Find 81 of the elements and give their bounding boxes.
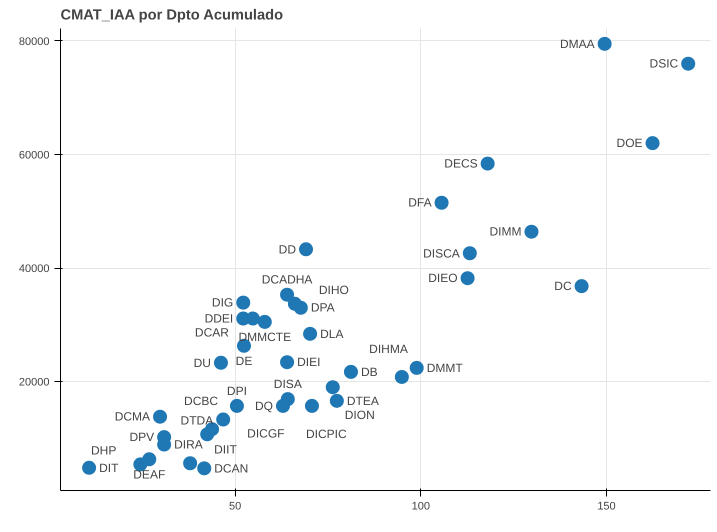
annotation: DIEI [297,355,320,370]
point [82,460,96,475]
point [280,392,295,406]
point [330,394,344,408]
point [294,300,308,315]
x-tick-label: 150 [597,500,616,512]
point [598,36,612,51]
annotation: DB [360,364,378,379]
annotation: DPV [129,430,154,444]
point [200,427,214,442]
annotation: DSIC [650,56,679,71]
annotation: DDEI [204,312,234,326]
annotation: DIMM [489,224,522,239]
annotation: DMAA [560,36,595,51]
point [303,326,318,341]
point [142,452,156,466]
annotation: DISCA [423,246,460,260]
point [258,314,272,329]
annotation: DC [554,279,572,294]
annotation: DE [236,354,252,368]
point [304,398,319,413]
annotation: DICGF [247,426,285,441]
x-tick-label: 50 [228,500,242,512]
point [681,56,696,71]
point [646,136,660,150]
point [434,196,449,210]
y-tick-label: 40000 [18,263,50,276]
annotation: DLA [320,326,344,341]
annotation: DMMT [426,360,464,375]
annotation: DICPIC [306,426,347,441]
annotation: DISA [274,377,302,392]
annotation: DIG [212,296,234,310]
annotation: DEAF [133,467,166,482]
annotation: DCAR [194,326,230,340]
annotation: DECS [444,156,478,171]
point [462,246,477,260]
point [183,456,198,470]
point [460,271,475,286]
annotation: DHP [91,443,116,458]
y-tick-label: 60000 [18,150,50,162]
y-tick-label: 20000 [18,376,50,389]
point [214,356,228,370]
point [280,288,294,302]
point [524,224,538,239]
point [574,279,589,294]
annotation: DIHMA [369,342,408,356]
annotation: DMMCTE [238,330,292,344]
annotation: DCAN [214,461,248,476]
annotation: DCADHA [262,272,312,287]
point [344,364,358,379]
chart-title: CMAT_IAA por Dpto Acumulado [60,8,284,24]
point [299,242,314,256]
annotation: DPA [310,300,335,315]
point [280,355,294,370]
annotation: DIT [99,460,120,475]
annotation: DFA [408,196,432,210]
annotation: DQ [254,398,273,413]
point [236,296,250,310]
point [216,412,230,427]
annotation: DOE [616,136,643,150]
annotation: DIHO [318,282,349,297]
annotation: DCBC [184,394,218,408]
annotation: DIIT [214,442,238,456]
point [326,380,340,394]
annotation: DIRA [174,438,203,452]
annotation: DIEO [428,271,458,286]
annotation: DTEA [346,394,379,408]
y-tick-label: 80000 [18,36,50,48]
point [394,370,409,384]
point [197,461,212,476]
point [410,360,424,375]
annotation: DCMA [114,410,150,424]
annotation: DU [194,356,211,370]
annotation: DION [344,408,375,422]
x-tick-label: 100 [412,500,430,512]
point [230,398,244,413]
annotation: DPI [226,384,247,398]
point [153,410,168,424]
point [480,156,495,171]
annotation: DD [278,242,296,256]
annotation: DTDA [180,413,214,428]
